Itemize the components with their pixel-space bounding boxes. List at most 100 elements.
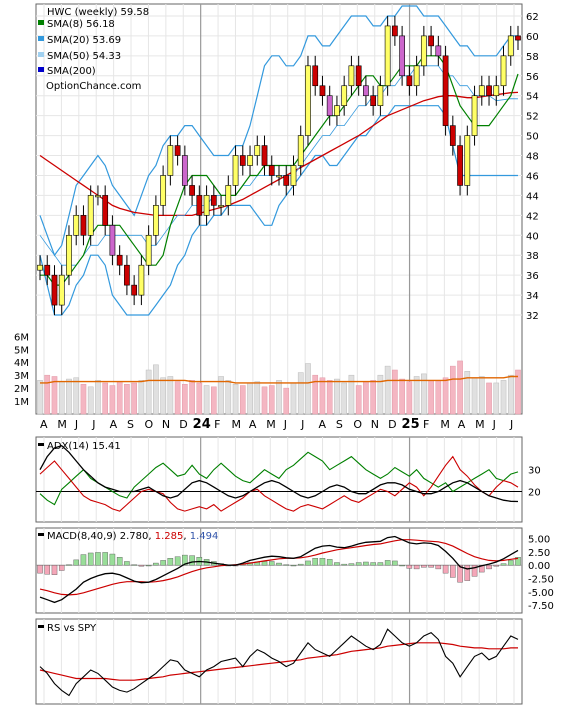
candle-body <box>268 165 275 176</box>
candle <box>66 225 72 286</box>
macd-histogram-bar <box>51 564 58 575</box>
candle-body <box>515 35 521 41</box>
candle <box>276 165 282 186</box>
bollinger-upper-line <box>39 5 518 257</box>
candle <box>290 155 297 196</box>
volume-bar <box>138 380 145 415</box>
macd-histogram-bar <box>167 558 174 566</box>
volume-bar <box>515 369 521 415</box>
volume-bar <box>51 376 58 415</box>
x-tick-label: M <box>440 418 450 431</box>
candle-body <box>44 264 51 276</box>
x-tick-label: J <box>283 418 287 431</box>
rs-swatch <box>38 625 44 628</box>
macd-histogram-bar <box>406 564 413 569</box>
macd-histogram-bar <box>73 559 79 566</box>
macd-histogram-bar <box>392 560 398 566</box>
candle-body <box>276 175 282 178</box>
candle-body <box>196 195 203 216</box>
volume-bar <box>80 383 87 415</box>
volume-tick-label: 6M <box>14 332 29 343</box>
candle-body <box>507 35 514 57</box>
candle-body <box>109 225 116 256</box>
x-tick-label: S <box>336 418 343 431</box>
volume-bar <box>131 382 137 415</box>
candle-body <box>87 195 94 236</box>
candle-body <box>377 85 384 106</box>
macd-histogram-bar <box>507 560 514 566</box>
candle <box>109 215 116 266</box>
candle-body <box>341 85 348 106</box>
candle-body <box>232 155 239 186</box>
candle-body <box>363 85 369 97</box>
volume-bar <box>254 381 261 415</box>
adx-tick-label: 20 <box>528 487 541 498</box>
volume-bar <box>102 382 109 415</box>
volume-bar <box>355 385 362 415</box>
x-tick-label: D <box>179 418 187 431</box>
candle <box>326 85 333 126</box>
candle-body <box>189 185 195 196</box>
volume-tick-label: 3M <box>14 371 29 382</box>
candle-body <box>153 205 159 236</box>
candle-body <box>355 65 362 87</box>
macd-histogram-bar <box>58 564 65 571</box>
macd-tick-label: 5.00 <box>528 535 550 546</box>
candle-body <box>95 195 101 198</box>
volume-bar <box>203 385 210 415</box>
volume-bar <box>486 382 492 415</box>
x-tick-label: N <box>162 418 170 431</box>
volume-bar <box>399 378 405 415</box>
x-tick-label: M <box>57 418 67 431</box>
volume-bar <box>232 383 239 415</box>
x-tick-label: J <box>300 418 304 431</box>
candle <box>442 45 449 136</box>
candle <box>95 185 101 206</box>
volume-bar <box>160 377 166 415</box>
candle <box>73 205 80 246</box>
macd-histogram-bar <box>515 557 521 566</box>
adx-line <box>39 444 519 503</box>
candle-body <box>305 65 311 136</box>
candle-body <box>167 145 174 176</box>
candle <box>254 135 261 166</box>
x-tick-label: 24 <box>193 417 211 432</box>
macd-histogram-bar <box>66 564 72 566</box>
volume-bar <box>87 386 94 415</box>
macd-swatch <box>38 533 44 536</box>
macd-tick-label: -7.50 <box>528 601 554 612</box>
candle-body <box>174 145 181 156</box>
candle-body <box>399 35 405 77</box>
volume-bar <box>341 382 348 415</box>
price-tick-label: 32 <box>526 311 539 322</box>
candle-body <box>131 284 138 296</box>
candle <box>363 75 369 106</box>
volume-bar <box>464 371 471 415</box>
macd-histogram-bar <box>138 564 145 567</box>
candle <box>153 195 159 246</box>
x-tick-label: S <box>127 418 134 431</box>
candle <box>167 135 174 186</box>
candle-body <box>58 274 65 306</box>
macd-histogram-bar <box>457 564 463 583</box>
rs-panel <box>39 628 519 697</box>
candle-body <box>181 155 188 186</box>
adx-tick-label: 30 <box>528 466 541 477</box>
price-tick-label: 52 <box>526 112 539 123</box>
macd-histogram-bar <box>95 552 101 566</box>
volume-bar <box>319 377 326 415</box>
macd-histogram-bar <box>486 564 492 570</box>
macd-histogram-bar <box>348 563 355 566</box>
legend-sma8: SMA(8) 56.18 <box>47 19 115 30</box>
x-tick-label: N <box>371 418 379 431</box>
volume-bar <box>326 380 333 415</box>
macd-histogram-bar <box>44 564 51 575</box>
candle-body <box>442 55 449 126</box>
candle <box>297 125 304 176</box>
price-tick-label: 60 <box>526 32 539 43</box>
candle-body <box>66 234 72 276</box>
candle-body <box>138 264 145 296</box>
macd-tick-label: 2.50 <box>528 548 550 559</box>
